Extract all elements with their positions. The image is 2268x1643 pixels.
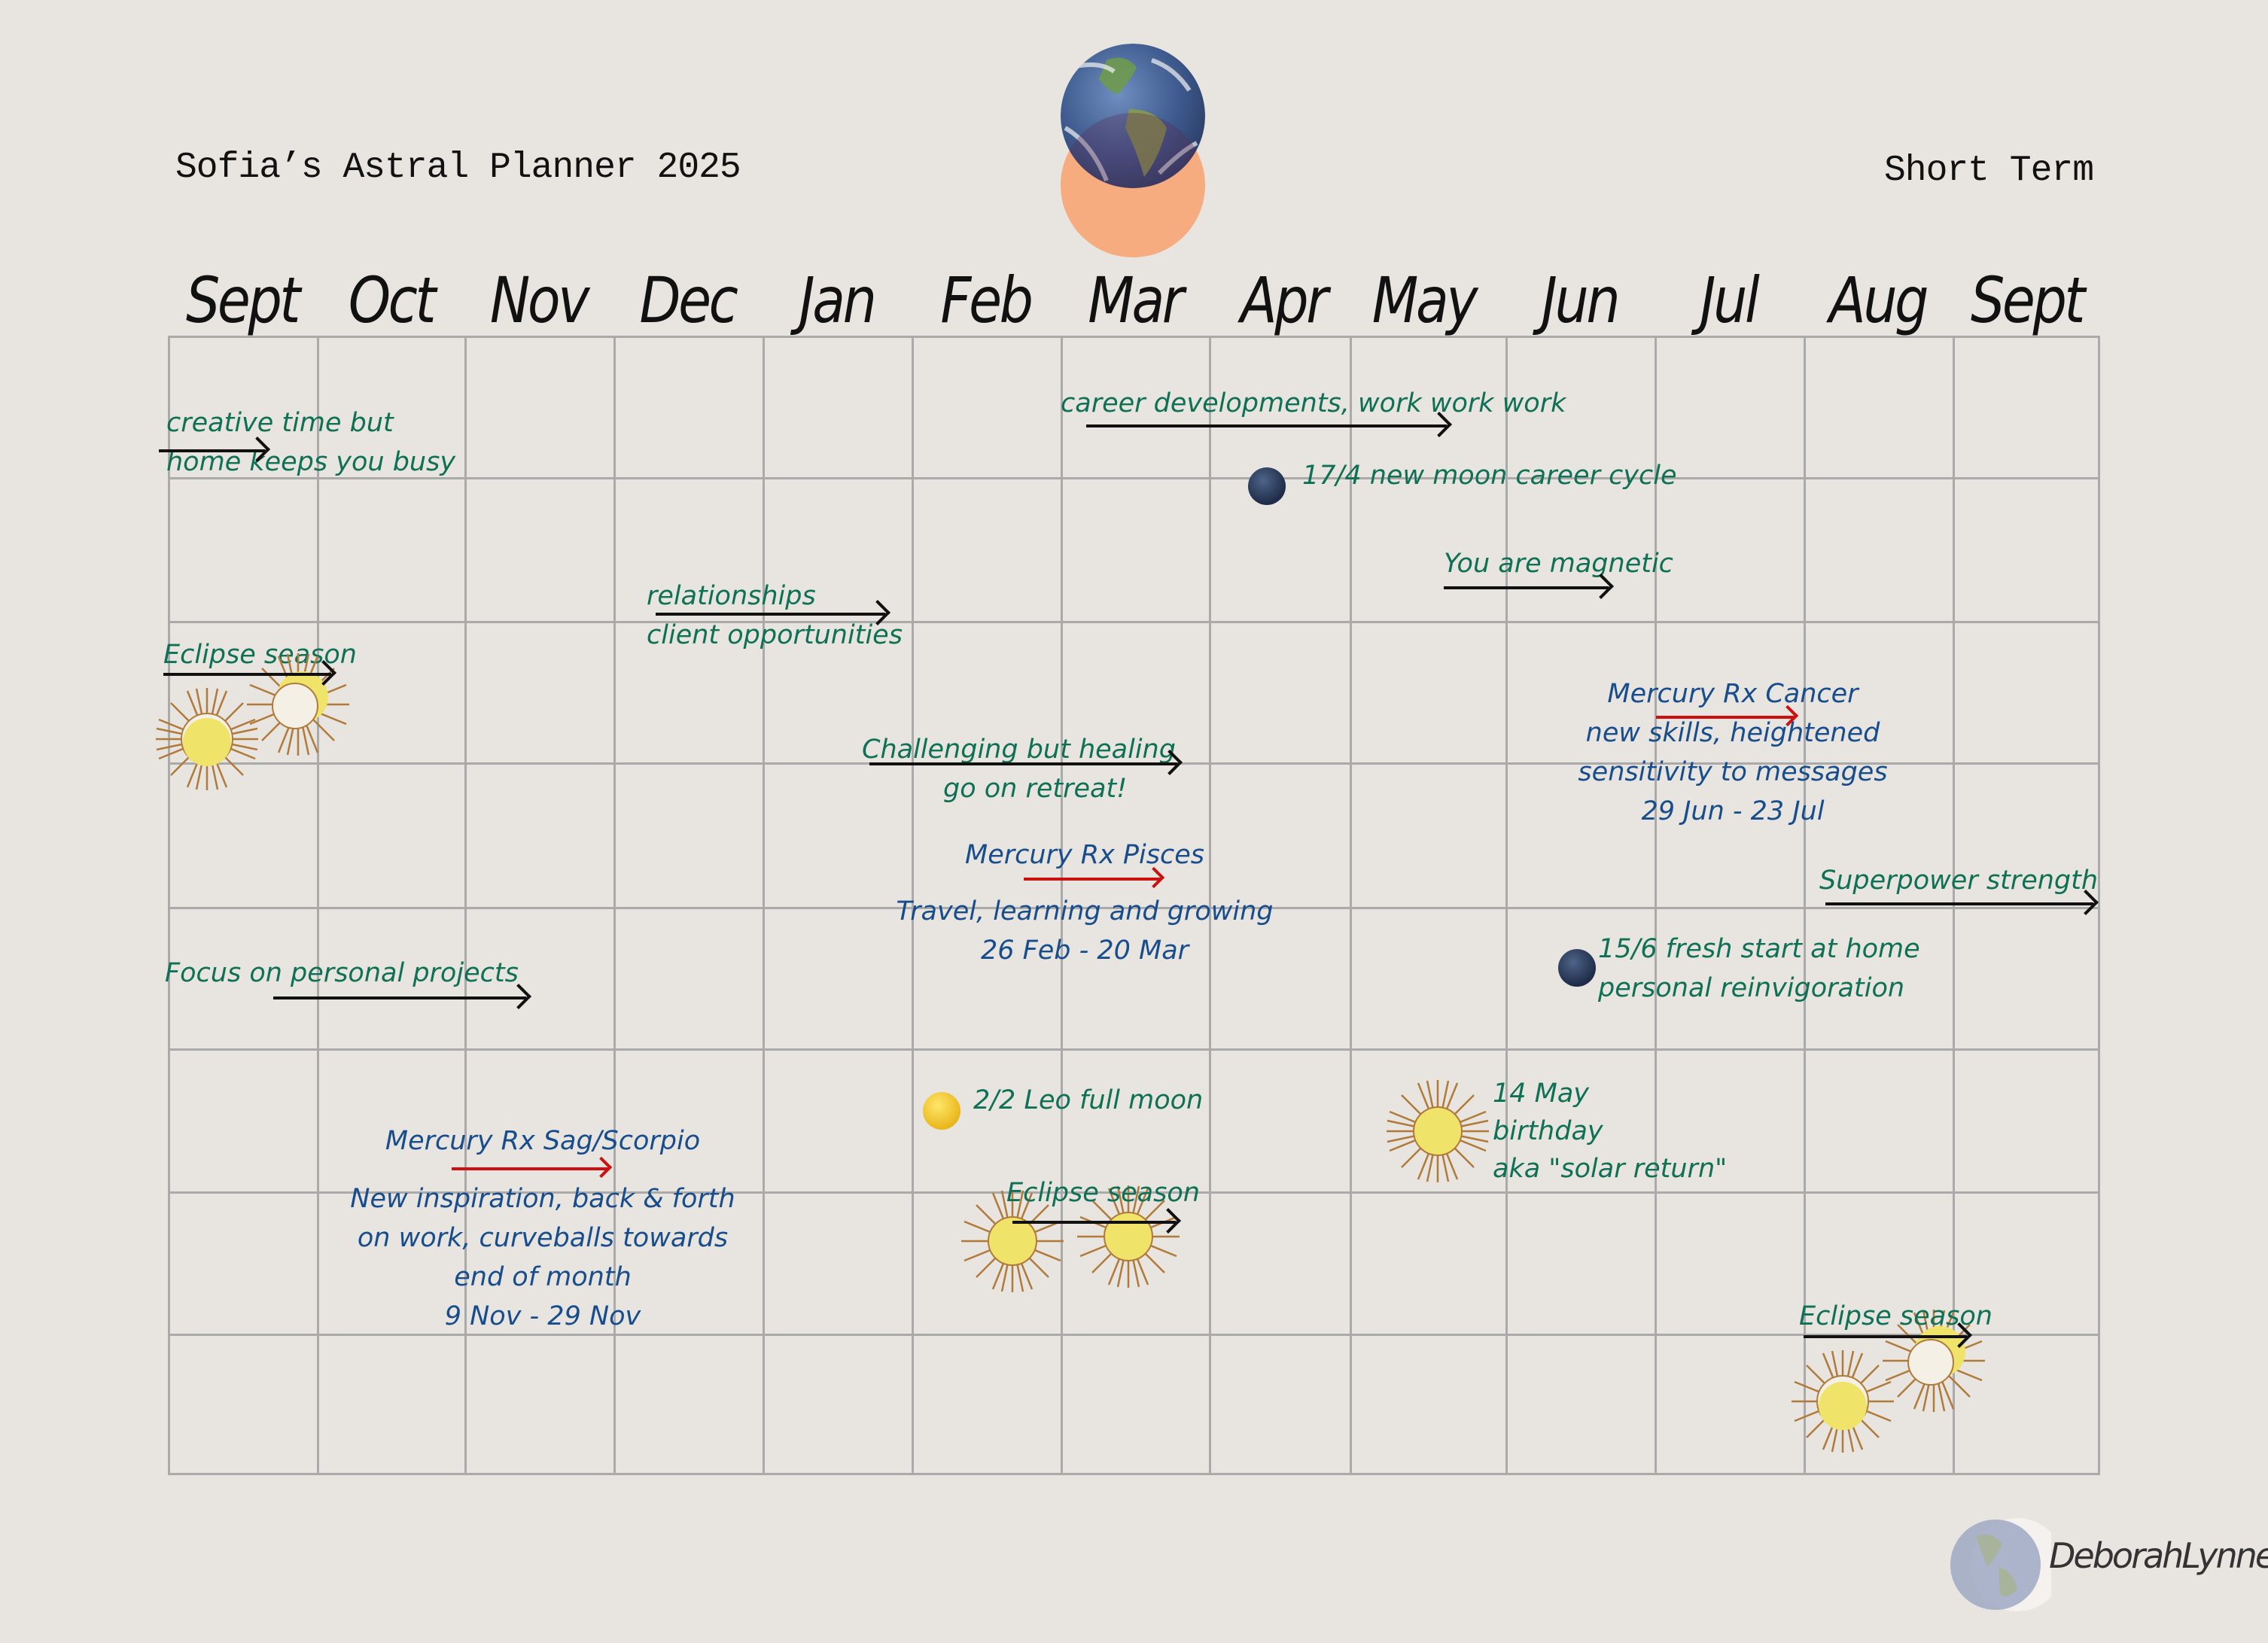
note-eclipse-season-2: Eclipse season	[1006, 1178, 1200, 1208]
grid-line	[1953, 338, 1955, 1473]
note-creative-time: creative time but home keeps you busy	[166, 403, 455, 482]
note-line: creative time but	[166, 408, 394, 438]
note-magnetic: You are magnetic	[1444, 549, 1673, 579]
note-line: Travel, learning and growing	[896, 896, 1274, 926]
earth-globe-icon	[1061, 44, 1205, 257]
new-moon-icon	[1558, 949, 1596, 987]
red-arrow-icon	[1656, 716, 1794, 719]
month-label: Aug	[1828, 263, 1929, 337]
note-line: on work, curveballs towards	[357, 1223, 729, 1253]
arrow-icon	[869, 762, 1177, 765]
month-label: Feb	[940, 263, 1034, 337]
grid-line	[1655, 338, 1657, 1473]
grid-line	[170, 1048, 2098, 1051]
note-relationships: relationships client opportunities	[647, 577, 903, 655]
note-mercury-rx-pisces-detail: Travel, learning and growing 26 Feb - 20…	[897, 892, 1274, 970]
grid-line	[1804, 338, 1806, 1473]
grid-line	[170, 1334, 2098, 1336]
grid-line	[912, 338, 914, 1473]
red-arrow-icon	[1024, 878, 1160, 881]
eclipse-sun-icon	[247, 653, 349, 756]
note-line: 14 May	[1493, 1079, 1590, 1109]
grid-line	[464, 338, 467, 1473]
note-line: 26 Feb - 20 Mar	[980, 936, 1189, 966]
month-label: Nov	[489, 263, 590, 337]
month-label: May	[1371, 263, 1478, 337]
full-moon-icon	[923, 1092, 960, 1130]
note-mercury-rx-sag-detail: New inspiration, back & forth on work, c…	[350, 1179, 735, 1336]
note-line: 9 Nov - 29 Nov	[444, 1301, 641, 1331]
note-mercury-rx-sag: Mercury Rx Sag/Scorpio	[385, 1126, 701, 1156]
arrow-icon	[1086, 424, 1447, 427]
grid-line	[1209, 338, 1211, 1473]
planner-subtitle: Short Term	[1883, 151, 2094, 191]
signature-logo-icon	[1950, 1518, 2051, 1611]
note-line: client opportunities	[647, 620, 903, 650]
grid-line	[170, 1191, 2098, 1194]
note-line: 15/6 fresh start at home	[1598, 934, 1920, 964]
month-label: Mar	[1088, 263, 1184, 337]
signature: DeborahLynne	[2049, 1535, 2268, 1576]
note-retreat: go on retreat!	[943, 774, 1128, 804]
note-line: 29 Jun - 23 Jul	[1641, 796, 1825, 826]
grid-line	[613, 338, 616, 1473]
arrow-icon	[1012, 1221, 1176, 1224]
note-line: Mercury Rx Cancer	[1607, 679, 1859, 709]
note-line: relationships	[647, 581, 816, 611]
month-label: Apr	[1240, 263, 1329, 337]
new-moon-icon	[1248, 467, 1286, 505]
note-challenging: Challenging but healing	[862, 735, 1176, 765]
note-mercury-rx-cancer: Mercury Rx Cancer new skills, heightened…	[1578, 674, 1887, 831]
arrow-icon	[159, 449, 265, 452]
month-label: Sept	[1971, 263, 2085, 337]
note-line: New inspiration, back & forth	[350, 1184, 735, 1214]
note-line: aka "solar return"	[1493, 1154, 1728, 1184]
note-mercury-rx-pisces: Mercury Rx Pisces	[964, 840, 1205, 870]
sun-icon	[156, 688, 258, 790]
red-arrow-icon	[452, 1167, 607, 1170]
grid-line	[170, 477, 2098, 479]
note-superpower: Superpower strength	[1819, 866, 2099, 896]
grid-line	[1061, 338, 1063, 1473]
month-label: Dec	[639, 263, 738, 337]
grid-line	[763, 338, 765, 1473]
arrow-icon	[1444, 586, 1609, 589]
arrow-icon	[656, 613, 885, 616]
sun-icon	[1077, 1185, 1180, 1288]
eclipse-sun-icon	[1792, 1350, 1894, 1453]
note-line: end of month	[454, 1262, 632, 1292]
month-label: Jul	[1700, 263, 1760, 337]
month-label: Jun	[1541, 263, 1621, 337]
grid-line	[170, 621, 2098, 623]
arrow-icon	[163, 673, 331, 676]
arrow-icon	[273, 996, 526, 999]
sun-icon	[961, 1190, 1064, 1292]
note-focus-personal: Focus on personal projects	[165, 958, 519, 988]
grid-line	[1350, 338, 1352, 1473]
note-line: personal reinvigoration	[1598, 973, 1905, 1003]
note-full-moon: 2/2 Leo full moon	[973, 1085, 1204, 1115]
arrow-icon	[1825, 902, 2093, 905]
note-new-moon-april: 17/4 new moon career cycle	[1302, 461, 1677, 491]
note-line: new skills, heightened	[1585, 718, 1880, 748]
arrow-icon	[1804, 1335, 1967, 1338]
note-line: home keeps you busy	[166, 447, 456, 477]
grid-line	[170, 907, 2098, 909]
note-line: birthday	[1493, 1116, 1603, 1146]
month-label: Oct	[348, 263, 437, 337]
note-birthday: 14 May birthday aka "solar return"	[1493, 1075, 1727, 1188]
grid-line	[1505, 338, 1508, 1473]
planner-title: Sofia’s Astral Planner 2025	[175, 148, 741, 188]
note-new-moon-june: 15/6 fresh start at home personal reinvi…	[1598, 930, 1920, 1008]
note-line: sensitivity to messages	[1578, 757, 1888, 787]
note-career: career developments, work work work	[1061, 388, 1566, 418]
month-label: Jan	[799, 263, 877, 337]
month-label: Sept	[186, 263, 300, 337]
sun-icon	[1387, 1080, 1489, 1182]
grid-line	[317, 338, 319, 1473]
